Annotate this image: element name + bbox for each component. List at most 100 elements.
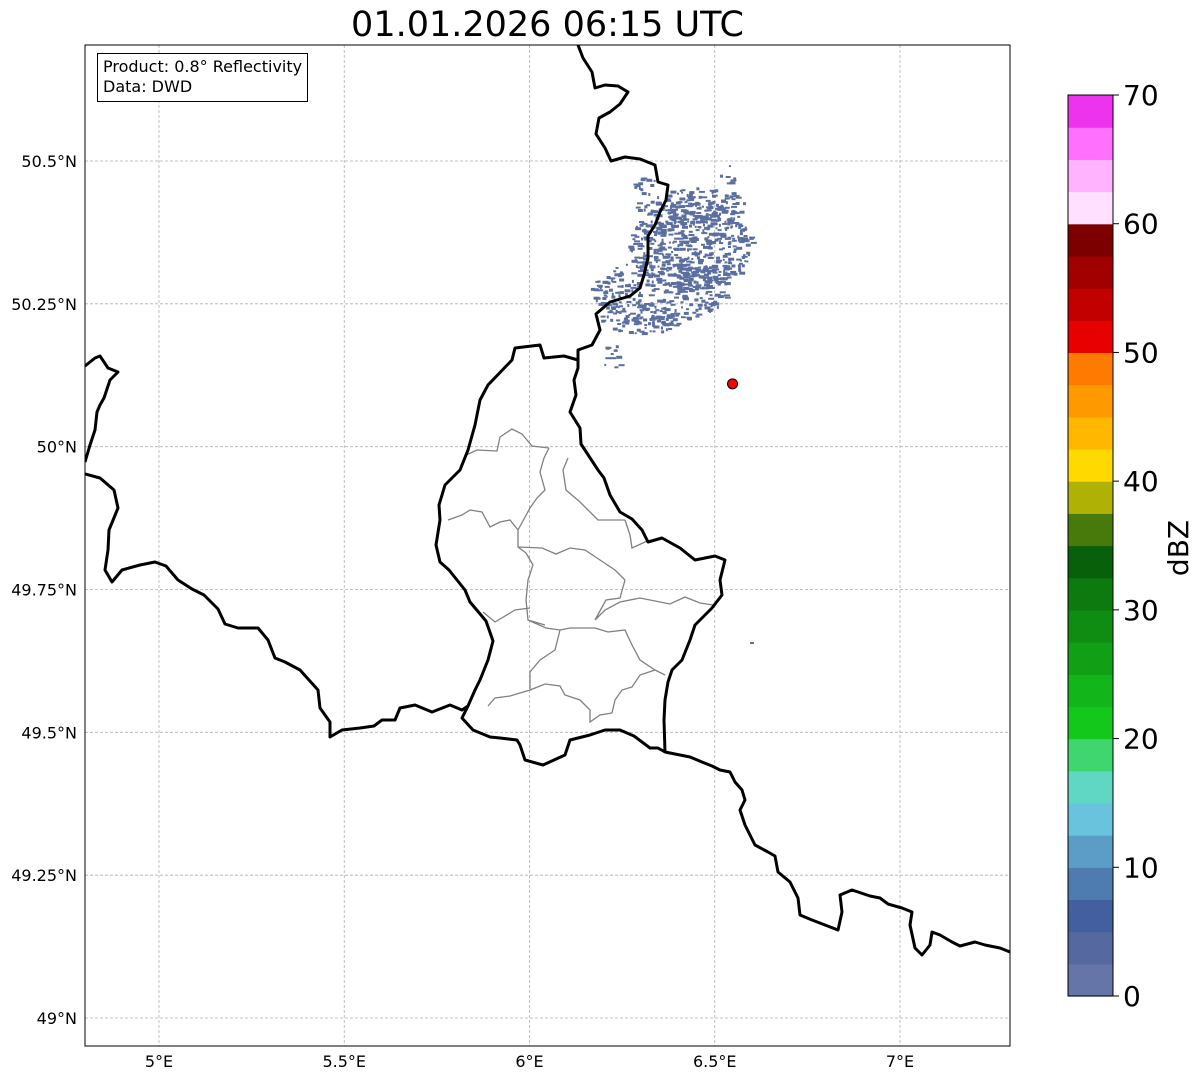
echo-pixel-674 [679,276,682,280]
echo-pixel-505 [697,214,703,217]
echo-pixel-547 [704,306,711,310]
echo-pixel-231 [655,221,662,225]
echo-pixel-775 [687,316,692,320]
echo-pixel-694 [701,269,705,272]
echo-pixel-629 [612,280,617,283]
echo-pixel-634 [624,289,631,293]
echo-pixel-530 [639,265,646,269]
echo-pixel-470 [682,217,687,220]
echo-pixel-453 [635,227,642,231]
echo-pixel-992 [634,185,638,189]
echo-pixel-175 [732,245,737,248]
echo-pixel-690 [657,319,662,323]
echo-pixel-397 [642,263,648,267]
echo-pixel-910 [670,202,674,206]
echo-pixel-770 [632,297,636,301]
echo-pixel-1008 [641,177,648,180]
echo-pixel-340 [665,253,672,256]
echo-pixel-362 [745,243,751,247]
echo-pixel-574 [703,273,709,277]
echo-pixel-956 [713,211,716,214]
echo-pixel-232 [667,255,671,259]
echo-pixel-1034 [720,174,723,178]
echo-pixel-149 [711,241,717,244]
echo-pixel-473 [650,242,655,245]
echo-pixel-635 [699,297,703,300]
echo-pixel-18 [650,220,653,224]
echo-pixel-157 [688,284,694,287]
echo-pixel-749 [651,303,655,306]
echo-pixel-677 [714,293,721,297]
echo-pixel-493 [648,236,654,239]
echo-pixel-923 [682,221,685,225]
echo-pixel-544 [625,263,628,266]
echo-pixel-83 [725,228,728,231]
colorbar-segment-3 [1068,867,1113,901]
echo-pixel-993 [635,185,641,188]
echo-pixel-583 [685,287,687,291]
echo-pixel-886 [695,216,700,218]
echo-pixel-899 [689,204,694,207]
echo-pixel-840 [628,331,634,334]
colorbar-segment-11 [1068,609,1113,643]
echo-pixel-579 [715,302,720,306]
echo-pixel-666 [633,284,637,287]
echo-pixel-573 [662,279,667,282]
echo-pixel-31 [688,277,694,281]
colorbar-tick-label-2: 20 [1123,723,1159,756]
echo-pixel-224 [662,255,669,259]
echo-pixel-277 [666,263,671,266]
echo-pixel-760 [595,299,598,303]
echo-pixel-959 [689,212,694,216]
echo-pixel-287 [672,241,675,244]
echo-pixel-698 [607,281,611,285]
echo-pixel-970 [702,205,704,208]
echo-pixel-360 [674,247,680,251]
echo-pixel-419 [711,268,717,272]
echo-pixel-792 [616,319,621,322]
echo-pixel-485 [708,244,711,248]
echo-pixel-221 [696,256,700,260]
echo-pixel-780 [639,330,645,333]
echo-pixel-841 [662,323,665,326]
echo-pixel-607 [692,286,698,288]
echo-pixel-239 [658,223,664,227]
echo-pixel-935 [743,202,746,206]
echo-pixel-169 [672,225,678,228]
echo-pixel-286 [688,289,695,293]
echo-pixel-790 [653,310,657,314]
echo-pixel-805 [649,304,655,307]
echo-pixel-1017 [615,345,619,349]
echo-pixel-283 [719,240,722,244]
echo-pixel-728 [599,286,602,290]
echo-pixel-460 [653,214,660,217]
echo-pixel-26 [716,256,721,260]
echo-pixel-456 [637,242,643,245]
echo-pixel-736 [669,300,675,303]
echo-pixel-426 [737,238,740,242]
echo-pixel-831 [618,329,622,333]
echo-pixel-371 [683,280,688,283]
echo-pixel-355 [739,232,743,236]
echo-pixel-487 [665,220,669,224]
echo-pixel-101 [738,226,742,230]
echo-pixel-578 [707,279,712,283]
echo-pixel-414 [687,248,690,252]
data-source-text: Data: DWD [103,77,193,96]
echo-pixel-670 [696,292,700,296]
echo-pixel-1026 [605,346,612,349]
echo-pixel-223 [703,245,709,249]
echo-pixel-949 [671,217,677,221]
echo-pixel-657 [717,295,724,299]
echo-pixel-79 [739,271,746,275]
echo-pixel-913 [731,198,736,201]
echo-pixel-398 [678,231,682,234]
echo-pixel-416 [738,223,743,226]
echo-pixel-508 [653,248,659,251]
echo-pixel-439 [654,240,657,243]
colorbar-segment-26 [1068,127,1113,160]
echo-pixel-424 [661,263,666,267]
echo-pixel-714 [686,308,689,311]
echo-pixel-342 [687,245,693,248]
echo-pixel-609 [631,272,638,275]
